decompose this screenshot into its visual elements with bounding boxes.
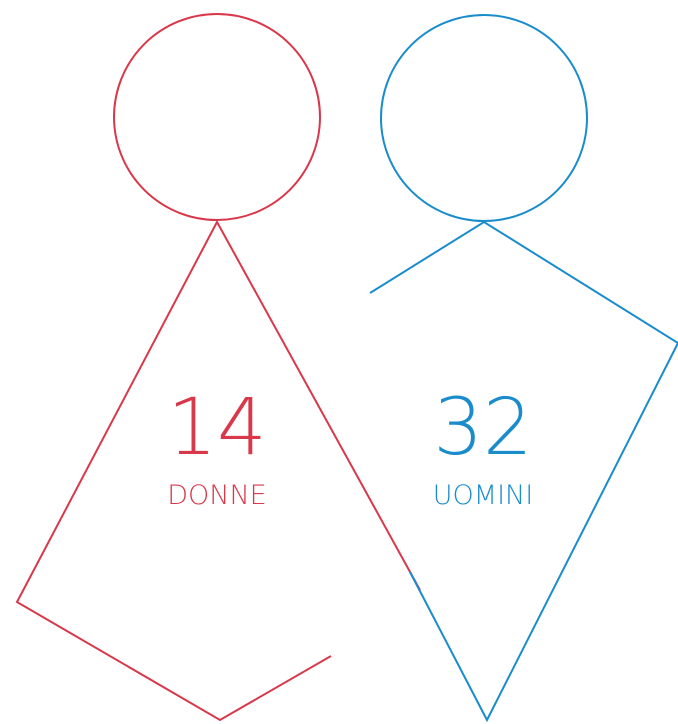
female-count: 14 <box>167 383 266 473</box>
body <box>15 219 421 722</box>
head <box>380 14 588 222</box>
female-figure <box>15 13 421 722</box>
body <box>369 220 678 723</box>
head <box>113 13 321 221</box>
male-figure <box>369 14 678 723</box>
male-count: 32 <box>433 383 532 473</box>
male-label: UOMINI <box>433 480 533 511</box>
female-label: DONNE <box>167 480 267 511</box>
